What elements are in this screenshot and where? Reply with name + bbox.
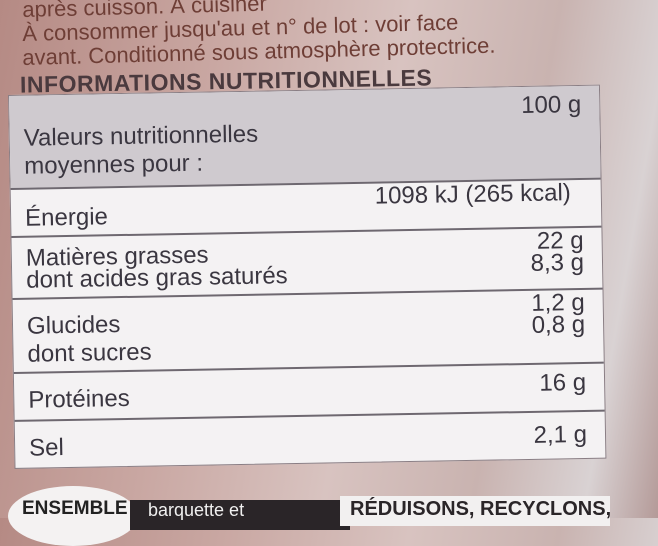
row-label: Sel bbox=[28, 434, 65, 462]
row-sub-label: dont acides gras saturés bbox=[25, 262, 288, 294]
row-sub-value: 0,8 g bbox=[531, 310, 586, 339]
header-label: Valeurs nutritionnelles bbox=[23, 120, 259, 152]
recycling-banner: ENSEMBLE barquette et RÉDUISONS, RECYCLO… bbox=[0, 478, 658, 546]
nutrition-table: Valeurs nutritionnelles moyennes pour : … bbox=[8, 84, 607, 470]
row-sub-value: 8,3 g bbox=[530, 248, 585, 277]
row-label: Énergie bbox=[24, 203, 109, 232]
header-value: 100 g bbox=[520, 90, 582, 120]
row-value: 16 g bbox=[539, 368, 587, 397]
row-sub-label: dont sucres bbox=[27, 338, 152, 368]
recycling-item-label: barquette et bbox=[130, 500, 350, 530]
row-label: Protéines bbox=[28, 384, 130, 414]
row-label: Glucides bbox=[26, 311, 121, 340]
recycling-slogan: RÉDUISONS, RECYCLONS, bbox=[350, 498, 612, 520]
table-row: Glucides 1,2 g dont sucres 0,8 g bbox=[12, 287, 604, 374]
header-label: moyennes pour : bbox=[24, 149, 204, 180]
ensemble-label: ENSEMBLE bbox=[22, 498, 128, 519]
table-header: Valeurs nutritionnelles moyennes pour : … bbox=[9, 85, 601, 188]
row-value: 1098 kJ (265 kcal) bbox=[374, 179, 572, 210]
row-value: 2,1 g bbox=[533, 420, 588, 449]
table-row: Sel 2,1 g bbox=[14, 409, 606, 470]
